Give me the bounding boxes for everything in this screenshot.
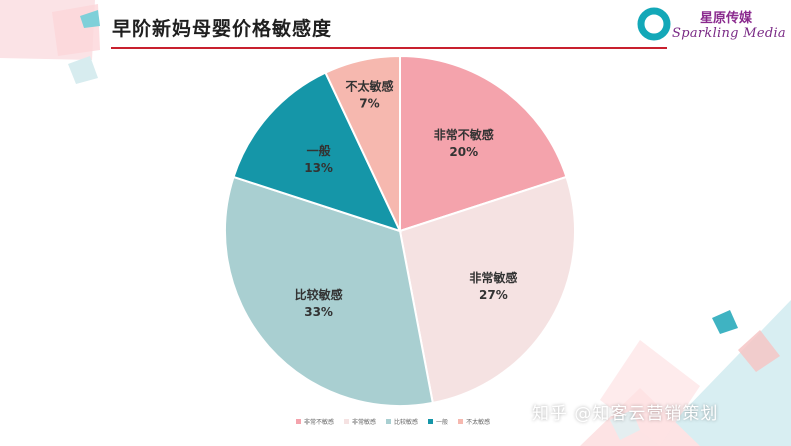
legend-swatch [344, 418, 350, 424]
slice-value-label: 33% [304, 305, 333, 319]
legend-label: 比较敏感 [394, 418, 419, 426]
slice-label: 比较敏感 [295, 287, 343, 302]
legend-swatch [428, 418, 434, 424]
legend-swatch [296, 418, 301, 424]
brand-logo: 星原传媒 Sparkling Media [636, 4, 786, 48]
legend-item: 比较敏感 [386, 417, 418, 426]
watermark: 知乎 @知客云营销策划 [532, 404, 719, 424]
slice-label: 不太敏感 [345, 78, 393, 93]
slice-label: 非常不敏感 [434, 127, 494, 142]
legend-label: 非常敏感 [352, 418, 377, 426]
pie-slice [324, 54, 401, 232]
logo-name: 星原传媒 [700, 11, 753, 26]
pie-slice [398, 175, 576, 405]
legend-swatch [458, 418, 464, 424]
slice-value-label: 13% [304, 161, 333, 175]
page-title: 早阶新妈母婴价格敏感度 [112, 18, 333, 40]
pie-slice [399, 54, 568, 233]
legend-swatch [386, 418, 392, 424]
logo-ring-icon [637, 7, 671, 41]
legend-label: 不太敏感 [466, 418, 491, 426]
legend-item: 非常不敏感 [296, 417, 334, 426]
slice-value-label: 20% [449, 145, 478, 159]
title-divider [111, 47, 667, 49]
logo-subtitle: Sparkling Media [672, 26, 786, 41]
legend-label: 一般 [436, 418, 449, 426]
slice-value-label: 7% [359, 96, 379, 110]
legend-item: 非常敏感 [344, 417, 376, 426]
chart-legend: 非常不敏感 非常敏感 比较敏感 一般 不太敏感 [296, 416, 490, 426]
pie-slice [232, 71, 402, 233]
pie-slice [224, 175, 434, 407]
legend-item: 不太敏感 [458, 417, 490, 426]
legend-label: 非常不敏感 [304, 418, 335, 426]
slice-label: 非常敏感 [469, 270, 517, 285]
slice-label: 一般 [307, 143, 331, 158]
legend-item: 一般 [428, 417, 448, 426]
slice-value-label: 27% [479, 288, 508, 302]
